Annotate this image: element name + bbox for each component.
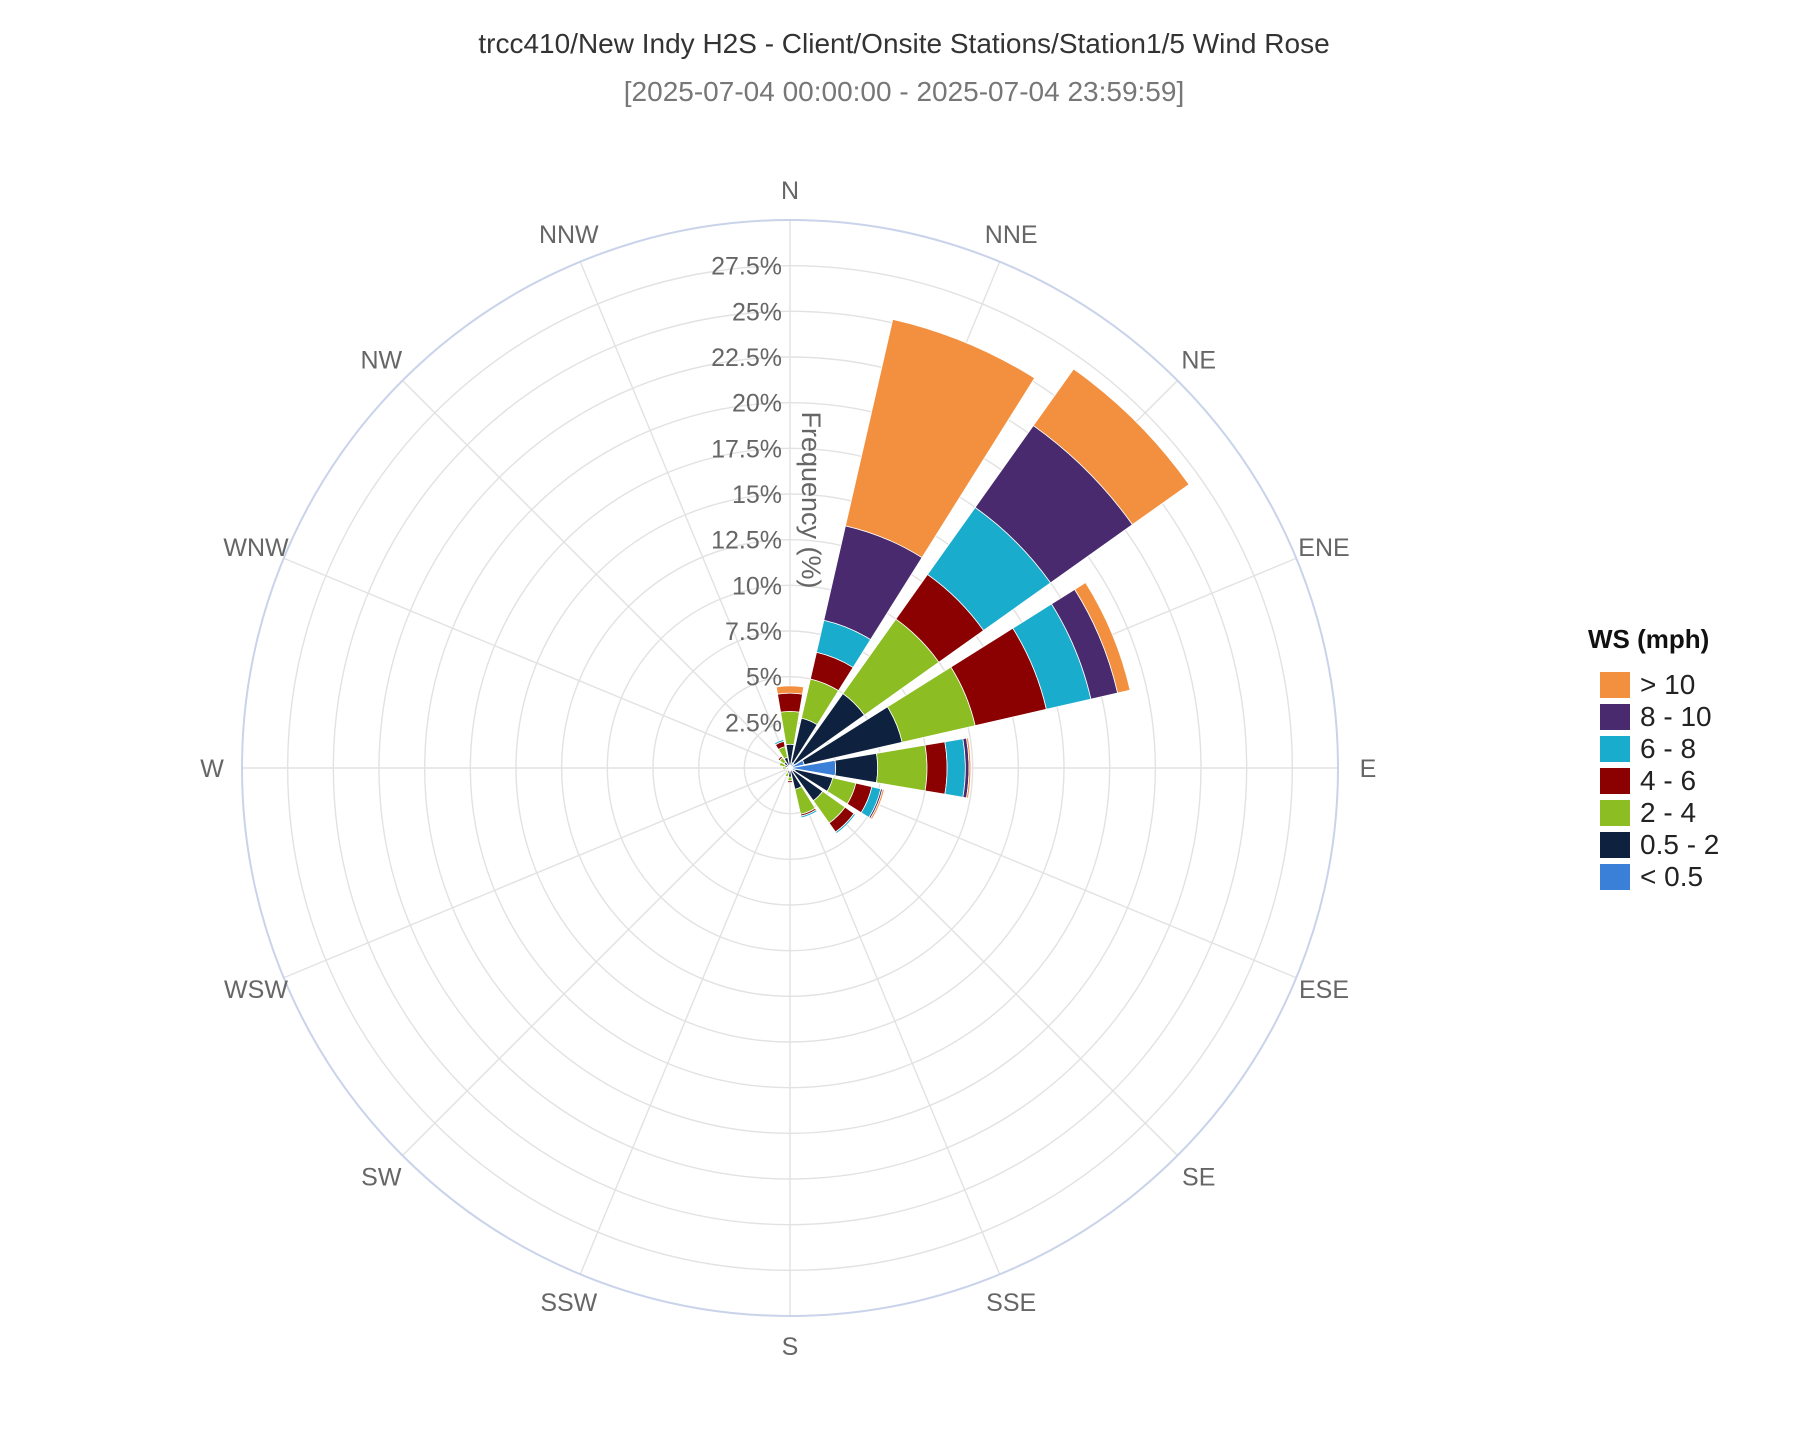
direction-label-ne: NE <box>1181 346 1216 374</box>
radial-tick-label: 17.5% <box>711 435 782 463</box>
legend-label-4to6: 4 - 6 <box>1640 765 1696 796</box>
legend-swatch-4to6 <box>1600 768 1630 794</box>
legend-label-6to8: 6 - 8 <box>1640 733 1696 764</box>
outer-ring <box>241 219 1339 1317</box>
legend: WS (mph) > 108 - 106 - 84 - 62 - 40.5 - … <box>1588 624 1719 892</box>
grid-spoke <box>402 767 791 1156</box>
axis-labels: N NNE NE ENE E ESE SE SSE S SSW SW WSW W WNW NW NNW 2.5%… <box>200 177 1376 1361</box>
grid-spoke <box>789 767 1001 1275</box>
legend-swatch-2to4 <box>1600 800 1630 826</box>
radial-tick-label: 20% <box>732 390 782 418</box>
radial-tick-label: 5% <box>746 664 782 692</box>
direction-label-nw: NW <box>360 346 402 374</box>
bar-segment-se-6to8 <box>834 812 857 835</box>
bar-segment-ene-gt10 <box>1074 582 1131 694</box>
bar-segment-e-2to4 <box>875 744 928 792</box>
radial-tick-label: 27.5% <box>711 253 782 281</box>
bar-segment-ssw-2to4 <box>784 772 790 778</box>
legend-title: WS (mph) <box>1588 624 1709 654</box>
bar-segment-nnw-6to8 <box>773 739 785 746</box>
bar-segment-nne-gt10 <box>844 318 1036 559</box>
direction-label-sw: SW <box>361 1164 402 1192</box>
bar-segment-sse-6to8 <box>800 809 818 819</box>
direction-label-ssw: SSW <box>540 1289 597 1317</box>
radial-tick-label: 12.5% <box>711 527 782 555</box>
bar-segment-sw-2to4 <box>784 769 789 774</box>
direction-label-sse: SSE <box>986 1289 1036 1317</box>
bar-segment-ne-gt10 <box>1032 368 1190 526</box>
direction-label-ene: ENE <box>1298 534 1349 562</box>
radial-tick-label: 7.5% <box>725 618 782 646</box>
grid-spoke <box>283 767 791 979</box>
legend-swatch-0p5to2 <box>1600 832 1630 858</box>
legend-swatch-gt10 <box>1600 672 1630 698</box>
radial-tick-label: 2.5% <box>725 709 782 737</box>
direction-label-e: E <box>1360 755 1377 783</box>
direction-label-nne: NNE <box>985 221 1038 249</box>
bar-segment-e-0p5to2 <box>834 752 879 784</box>
grid-spoke <box>579 767 791 1275</box>
wind-rose-bars <box>773 318 1190 835</box>
grid-spoke <box>789 767 1178 1156</box>
legend-swatch-lt0p5 <box>1600 864 1630 890</box>
radial-tick-label: 15% <box>732 481 782 509</box>
grid-spoke <box>579 261 791 769</box>
bar-segment-wnw-2to4 <box>778 761 786 768</box>
legend-label-2to4: 2 - 4 <box>1640 797 1696 828</box>
direction-label-nnw: NNW <box>539 221 599 249</box>
bar-segment-nw-4to6 <box>777 755 784 762</box>
legend-label-gt10: > 10 <box>1640 669 1695 700</box>
direction-label-wsw: WSW <box>224 976 288 1004</box>
direction-label-ese: ESE <box>1299 976 1349 1004</box>
bar-segment-s-4to6 <box>787 780 793 784</box>
grid-spoke <box>283 557 791 769</box>
bar-segment-ese-gt10 <box>869 788 885 820</box>
bar-segment-e-gt10 <box>966 737 972 799</box>
bar-segment-e-4to6 <box>924 741 948 795</box>
legend-label-8to10: 8 - 10 <box>1640 701 1712 732</box>
legend-label-0p5to2: 0.5 - 2 <box>1640 829 1719 860</box>
grid-spoke <box>402 380 791 769</box>
legend-swatch-6to8 <box>1600 736 1630 762</box>
direction-label-wnw: WNW <box>223 534 289 562</box>
direction-label-w: W <box>200 755 224 783</box>
bar-segment-s-2to4 <box>787 776 793 782</box>
direction-label-se: SE <box>1182 1164 1215 1192</box>
bar-segment-w-2to4 <box>782 766 787 770</box>
radial-tick-label: 10% <box>732 572 782 600</box>
radial-tick-label: 22.5% <box>711 344 782 372</box>
radial-tick-label: 25% <box>732 298 782 326</box>
bar-segment-e-6to8 <box>944 738 966 798</box>
direction-label-s: S <box>782 1333 799 1361</box>
bar-segment-n-gt10 <box>775 685 805 695</box>
radial-axis-title: Frequency (%) <box>796 411 826 588</box>
chart-subtitle: [2025-07-04 00:00:00 - 2025-07-04 23:59:… <box>624 76 1184 107</box>
legend-swatch-8to10 <box>1600 704 1630 730</box>
legend-label-lt0p5: < 0.5 <box>1640 861 1703 892</box>
chart-title: trcc410/New Indy H2S - Client/Onsite Sta… <box>478 28 1329 59</box>
direction-label-n: N <box>781 177 799 205</box>
